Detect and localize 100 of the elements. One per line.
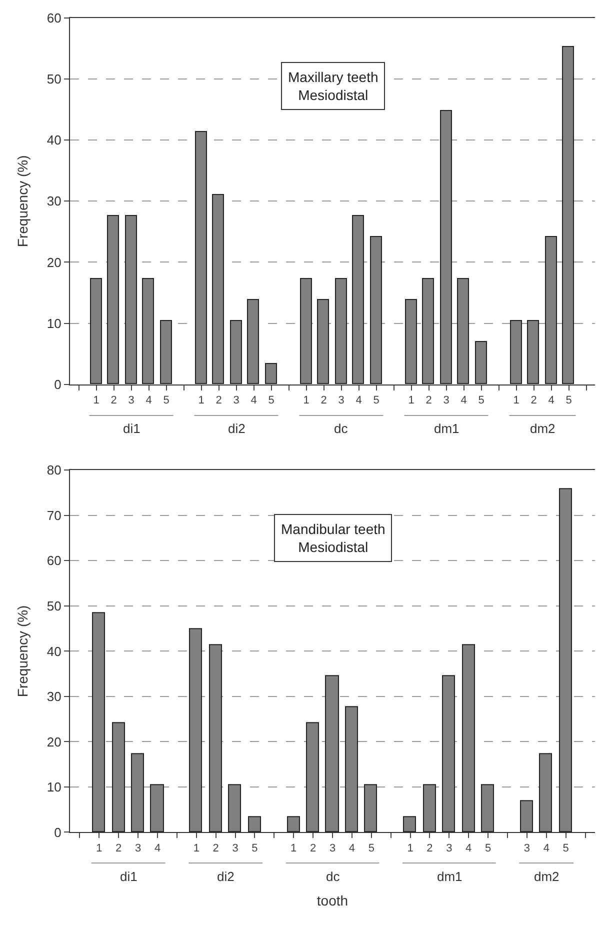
- bar: [265, 363, 277, 384]
- y-tick-label: 10: [46, 316, 62, 331]
- x-tick-label: 2: [530, 394, 537, 407]
- x-tick-label: 5: [562, 842, 569, 854]
- text: dc: [326, 869, 340, 884]
- text: di1: [123, 421, 140, 436]
- bar: [539, 753, 552, 832]
- bar: [248, 816, 261, 832]
- bar: [90, 278, 102, 384]
- x-tick-label: 1: [290, 842, 297, 854]
- y-tick-label: 20: [46, 734, 62, 750]
- bar: [481, 784, 494, 832]
- x-tick-label: 1: [96, 842, 102, 854]
- x-tick-label: 3: [128, 394, 134, 407]
- x-tick-label: 3: [446, 842, 452, 854]
- y-tick-label: 60: [46, 553, 62, 568]
- bar: [403, 816, 416, 832]
- text: dm1: [434, 421, 460, 436]
- bar: [352, 215, 364, 384]
- x-tick-label: 4: [460, 394, 467, 407]
- bar: [562, 46, 574, 384]
- bar: [545, 236, 557, 384]
- x-tick-label: 5: [368, 842, 374, 854]
- x-tick-label: 4: [154, 842, 161, 854]
- x-tick-label: 2: [212, 842, 219, 854]
- bar: [189, 628, 202, 832]
- bar: [125, 215, 137, 384]
- x-tick-label: 3: [338, 394, 344, 407]
- text: dc: [334, 421, 348, 436]
- bar: [160, 320, 172, 384]
- bar: [405, 299, 417, 384]
- text: di2: [217, 869, 234, 884]
- x-tick-label: 3: [134, 842, 142, 854]
- bar: [317, 299, 329, 384]
- bar: [247, 299, 259, 384]
- y-tick-label: 20: [46, 254, 62, 270]
- y-tick-label: 60: [46, 10, 62, 26]
- y-tick-label: 70: [46, 508, 62, 523]
- bar: [306, 722, 319, 832]
- bar: [287, 816, 300, 832]
- x-tick-label: 4: [146, 394, 152, 407]
- bar: [364, 784, 377, 832]
- x-tick-label: 1: [93, 394, 100, 407]
- bar: [510, 320, 522, 384]
- y-tick-label: 30: [46, 689, 62, 704]
- x-tick-label: 1: [408, 394, 414, 407]
- x-tick-label: 4: [548, 394, 554, 407]
- bar: [131, 753, 144, 832]
- x-tick-label: 5: [373, 394, 380, 407]
- x-tick-label: 2: [116, 842, 122, 854]
- y-tick-label: 80: [46, 462, 62, 478]
- text: di1: [120, 869, 138, 884]
- x-tick-label: 3: [232, 842, 238, 854]
- bar: [422, 278, 434, 384]
- bar: [230, 320, 242, 384]
- x-tick-label: 3: [443, 394, 450, 407]
- x-tick-label: 1: [407, 842, 414, 854]
- bar: [107, 215, 119, 384]
- text: dm1: [437, 869, 462, 884]
- bar: [475, 341, 487, 384]
- annotation: Maxillary teeth Mesiodistal: [288, 69, 378, 104]
- bar: [345, 706, 358, 832]
- x-tick-label: 1: [513, 394, 520, 407]
- bar: [335, 278, 347, 384]
- x-axis-title: tooth: [316, 892, 348, 909]
- x-tick-label: 5: [478, 394, 484, 407]
- y-tick-label: 0: [54, 376, 62, 392]
- x-tick-label: 3: [233, 394, 240, 407]
- y-tick-label: 40: [46, 644, 62, 659]
- bar: [325, 675, 339, 832]
- x-tick-label: 4: [356, 394, 362, 407]
- bar: [462, 644, 475, 832]
- x-tick-label: 2: [216, 394, 222, 407]
- bar: [112, 722, 125, 832]
- bar: [527, 320, 539, 384]
- x-tick-label: 4: [466, 842, 472, 854]
- bar: [520, 800, 533, 832]
- bar: [440, 110, 452, 384]
- y-tick-label: 50: [46, 598, 62, 614]
- text: dm2: [530, 421, 556, 436]
- bar: [457, 278, 469, 384]
- x-tick-label: 2: [310, 842, 316, 854]
- bar: [142, 278, 154, 384]
- text: di2: [228, 421, 246, 436]
- x-tick-label: 5: [268, 394, 274, 407]
- bar: [423, 784, 436, 832]
- y-tick-label: 30: [46, 194, 62, 209]
- x-tick-label: 1: [198, 394, 204, 407]
- x-tick-label: 3: [524, 842, 530, 854]
- x-tick-label: 2: [426, 394, 432, 407]
- y-tick-label: 50: [46, 72, 62, 87]
- bar: [212, 194, 224, 384]
- bar: [228, 784, 241, 832]
- x-tick-label: 4: [348, 842, 356, 854]
- x-tick-label: 5: [484, 842, 492, 854]
- x-tick-label: 2: [426, 842, 433, 854]
- y-tick-label: 0: [54, 824, 62, 840]
- y-tick-label: 40: [46, 132, 62, 148]
- y-axis-title: Frequency (%): [14, 605, 31, 698]
- text: dm2: [534, 869, 560, 884]
